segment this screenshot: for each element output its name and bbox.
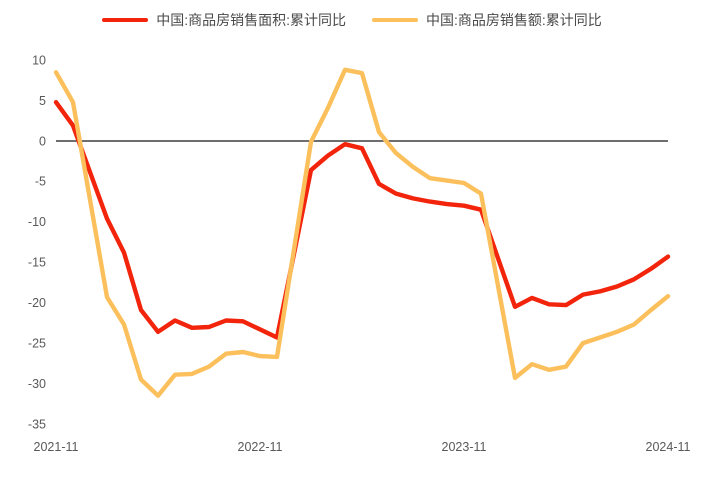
legend-line-swatch-red	[102, 17, 149, 23]
y-tick-label: -25	[28, 336, 46, 350]
x-tick-label: 2021-11	[34, 440, 79, 454]
y-tick-label: 10	[32, 53, 46, 67]
y-tick-label: -30	[28, 377, 46, 391]
legend-label-sales-area: 中国:商品房销售面积:累计同比	[156, 12, 346, 28]
y-tick-label: -35	[28, 417, 46, 431]
y-tick-label: 0	[39, 134, 46, 148]
chart-legend: 中国:商品房销售面积:累计同比 中国:商品房销售额:累计同比	[0, 10, 704, 30]
x-tick-label: 2024-11	[646, 440, 691, 454]
legend-label-sales-amount: 中国:商品房销售额:累计同比	[426, 12, 602, 28]
y-tick-label: -15	[28, 256, 46, 270]
series-line-sales-amount	[53, 67, 671, 398]
x-tick-label: 2022-11	[238, 440, 283, 454]
series-line-sales-area	[53, 99, 671, 340]
y-tick-label: -5	[35, 175, 46, 189]
y-tick-label: 5	[39, 94, 46, 108]
legend-item-sales-amount: 中国:商品房销售额:累计同比	[372, 10, 602, 30]
y-tick-label: -10	[28, 215, 46, 229]
legend-item-sales-area: 中国:商品房销售面积:累计同比	[102, 10, 346, 30]
x-tick-label: 2023-11	[442, 440, 487, 454]
legend-line-swatch-yellow	[372, 17, 418, 23]
y-tick-label: -20	[28, 296, 46, 310]
